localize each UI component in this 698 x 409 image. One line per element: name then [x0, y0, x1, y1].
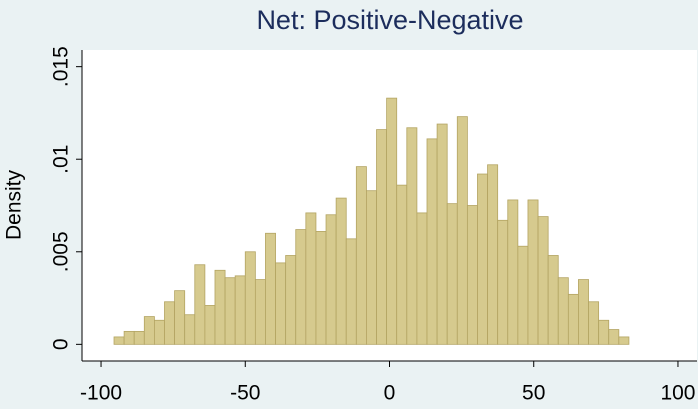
bar	[446, 203, 458, 345]
bar	[507, 199, 519, 345]
bar	[537, 216, 549, 345]
bar	[426, 138, 438, 345]
x-tick-label: 0	[384, 382, 396, 405]
y-tick-label: .015	[50, 46, 73, 87]
y-axis-label: Density	[3, 169, 26, 240]
x-tick-label: 50	[522, 382, 545, 405]
bar	[224, 277, 236, 345]
bar	[244, 251, 256, 345]
bar	[113, 336, 125, 345]
bar	[517, 245, 529, 345]
bar	[305, 212, 317, 345]
bar	[143, 316, 155, 345]
bar	[396, 184, 408, 345]
bar	[487, 164, 499, 345]
x-tick-label: 100	[660, 382, 695, 405]
bar	[204, 305, 216, 345]
bar	[466, 205, 478, 345]
bar	[254, 279, 266, 345]
x-tick-label: -100	[80, 382, 122, 405]
bar	[123, 330, 135, 345]
bar	[588, 301, 600, 345]
bar	[214, 269, 226, 345]
bar	[315, 231, 327, 345]
bar	[578, 279, 589, 345]
bar	[618, 336, 630, 345]
bar	[547, 255, 559, 345]
bar	[265, 232, 276, 345]
bar	[234, 275, 246, 345]
bar	[295, 229, 307, 345]
bar	[335, 197, 347, 345]
bar	[456, 116, 468, 345]
bar	[355, 166, 367, 345]
bar	[164, 301, 175, 345]
bar	[477, 173, 488, 345]
bar	[598, 319, 610, 345]
chart-title: Net: Positive-Negative	[256, 5, 523, 35]
bar	[285, 255, 297, 345]
bar	[154, 319, 165, 345]
bar	[174, 290, 186, 345]
bar	[275, 262, 287, 345]
y-tick-label: .01	[50, 145, 73, 174]
bar	[133, 330, 145, 345]
bar	[184, 314, 196, 345]
x-tick-label: -50	[230, 382, 260, 405]
bar	[345, 238, 357, 345]
y-tick-label: .005	[50, 231, 73, 272]
bar	[376, 129, 388, 345]
bar	[406, 127, 418, 345]
y-tick-label: 0	[50, 338, 73, 350]
bar	[386, 97, 398, 345]
bar	[325, 214, 337, 345]
bar	[608, 329, 620, 345]
bar	[567, 293, 579, 345]
bar	[416, 212, 428, 345]
bar	[497, 219, 509, 345]
bar	[527, 199, 539, 345]
bar	[436, 123, 448, 345]
bar	[366, 190, 377, 345]
bar	[557, 277, 569, 345]
bar	[194, 264, 206, 345]
